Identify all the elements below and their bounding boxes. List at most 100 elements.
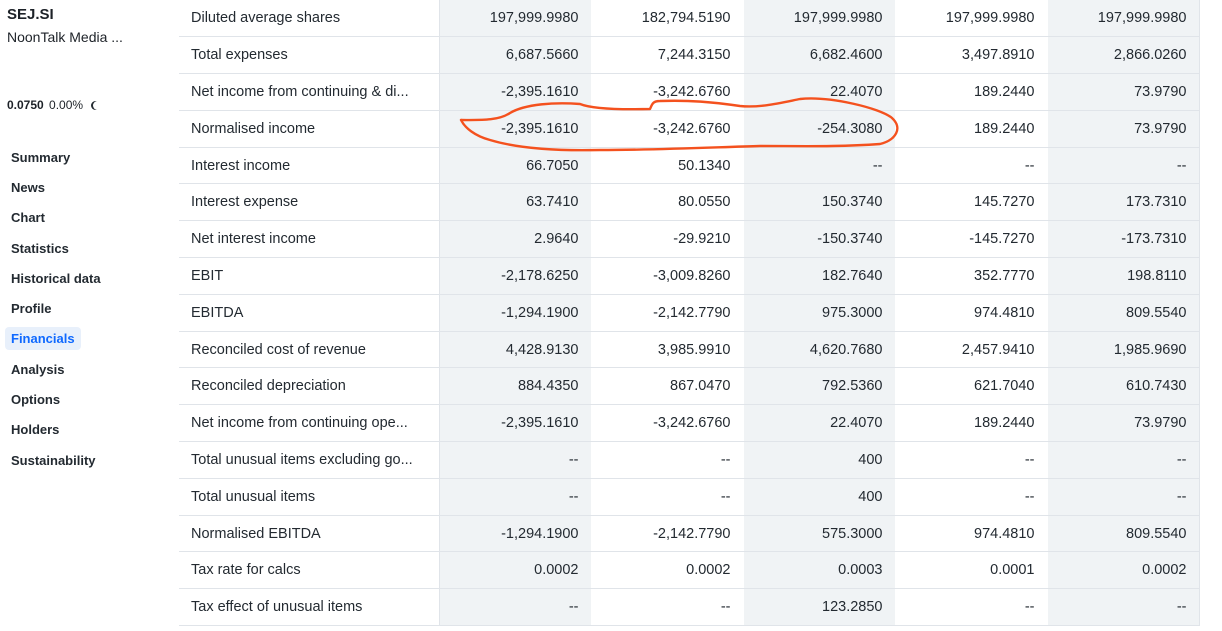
- table-cell: -29.9210: [591, 220, 744, 259]
- table-cell: -2,395.1610: [439, 404, 592, 443]
- row-label: Net income from continuing & di...: [179, 73, 440, 111]
- table-cell: 884.4350: [439, 367, 592, 406]
- table-row: Total unusual items -- -- 400 -- --: [179, 478, 1200, 516]
- table-cell: -3,009.8260: [591, 257, 744, 295]
- sidebar-item-statistics[interactable]: Statistics: [5, 233, 107, 263]
- table-cell: 50.1340: [591, 147, 744, 185]
- table-cell: 974.4810: [895, 294, 1048, 332]
- table-cell: 73.9790: [1047, 404, 1200, 443]
- sidebar-item-profile[interactable]: Profile: [5, 293, 107, 323]
- table-cell: -3,242.6760: [591, 73, 744, 111]
- table-cell: --: [895, 147, 1048, 185]
- row-label: Net income from continuing ope...: [179, 404, 440, 443]
- table-cell: 197,999.9980: [895, 0, 1048, 38]
- row-label: Tax rate for calcs: [179, 551, 440, 590]
- table-cell: --: [1047, 147, 1200, 185]
- table-cell: -145.7270: [895, 220, 1048, 259]
- table-row: Normalised EBITDA -1,294.1900 -2,142.7790 5…: [179, 515, 1200, 553]
- table-cell: 4,428.9130: [439, 331, 592, 369]
- sidebar-item-label: News: [11, 179, 45, 195]
- table-cell: 400: [743, 478, 896, 516]
- table-cell: 189.2440: [895, 73, 1048, 111]
- table-row: EBITDA -1,294.1900 -2,142.7790 975.3000 974.…: [179, 294, 1200, 332]
- table-row: Interest income 66.7050 50.1340 -- -- --: [179, 147, 1200, 185]
- table-cell: 198.8110: [1047, 257, 1200, 295]
- table-cell: --: [439, 441, 592, 479]
- quote-line: 0.0750 0.00%: [7, 98, 102, 112]
- table-cell: 189.2440: [895, 404, 1048, 443]
- table-cell: 123.2850: [743, 588, 896, 627]
- table-cell: -2,395.1610: [439, 73, 592, 111]
- table-cell: 6,682.4600: [743, 36, 896, 75]
- sidebar-item-sustainability[interactable]: Sustainability: [5, 445, 107, 475]
- table-cell: -150.3740: [743, 220, 896, 259]
- sidebar-item-options[interactable]: Options: [5, 384, 107, 414]
- table-cell: --: [895, 588, 1048, 627]
- table-cell: 80.0550: [591, 183, 744, 222]
- table-cell: 197,999.9980: [439, 0, 592, 38]
- sidebar-item-label: Analysis: [11, 361, 65, 377]
- table-cell: --: [895, 441, 1048, 479]
- table-cell: 73.9790: [1047, 73, 1200, 111]
- sidebar-item-label: Options: [11, 392, 61, 408]
- table-cell: -2,178.6250: [439, 257, 592, 295]
- sidebar-item-label: Summary: [11, 149, 71, 165]
- table-cell: -3,242.6760: [591, 110, 744, 148]
- table-cell: -1,294.1900: [439, 515, 592, 553]
- table-cell: -2,395.1610: [439, 110, 592, 148]
- change-percent: 0.00%: [49, 98, 84, 112]
- sidebar-item-financials[interactable]: Financials: [5, 324, 107, 354]
- ticker-symbol: SEJ.SI: [7, 6, 54, 23]
- row-label: Diluted average shares: [179, 0, 440, 38]
- table-row: Reconciled depreciation 884.4350 867.0470 7…: [179, 367, 1200, 406]
- table-cell: 974.4810: [895, 515, 1048, 553]
- table-cell: 575.3000: [743, 515, 896, 553]
- table-row: Net interest income 2.9640 -29.9210 -150.37…: [179, 220, 1200, 259]
- table-cell: --: [1047, 478, 1200, 516]
- table-cell: 6,687.5660: [439, 36, 592, 75]
- sidebar-item-label: Sustainability: [11, 452, 96, 468]
- table-row: Interest expense 63.7410 80.0550 150.3740 14…: [179, 183, 1200, 222]
- sidebar-item-historical-data[interactable]: Historical data: [5, 263, 107, 293]
- sidebar-item-label: Financials: [5, 327, 81, 351]
- table-row: Net income from continuing & di... -2,395…: [179, 73, 1200, 111]
- sidebar-item-news[interactable]: News: [5, 172, 107, 202]
- table-cell: 22.4070: [743, 73, 896, 111]
- row-label: Tax effect of unusual items: [179, 588, 440, 627]
- table-row: Tax effect of unusual items -- -- 123.2850-…: [179, 588, 1200, 627]
- table-cell: 400: [743, 441, 896, 479]
- sidebar-item-holders[interactable]: Holders: [5, 415, 107, 445]
- table-cell: 3,985.9910: [591, 331, 744, 369]
- price-value: 0.0750: [7, 98, 44, 112]
- sidebar-item-chart[interactable]: Chart: [5, 203, 107, 233]
- table-cell: 63.7410: [439, 183, 592, 222]
- table-cell: 66.7050: [439, 147, 592, 185]
- table-cell: 189.2440: [895, 110, 1048, 148]
- table-cell: 610.7430: [1047, 367, 1200, 406]
- table-cell: 2.9640: [439, 220, 592, 259]
- sidebar-item-summary[interactable]: Summary: [5, 142, 107, 172]
- row-label: Interest expense: [179, 183, 440, 222]
- row-label: Normalised EBITDA: [179, 515, 440, 553]
- table-cell: --: [591, 588, 744, 627]
- moon-icon: [93, 101, 102, 110]
- table-row: Normalised income -2,395.1610 -3,242.6760-…: [179, 110, 1200, 148]
- row-label: Net interest income: [179, 220, 440, 259]
- row-label: EBIT: [179, 257, 440, 295]
- table-cell: 7,244.3150: [591, 36, 744, 75]
- sidebar-item-analysis[interactable]: Analysis: [5, 354, 107, 384]
- sidebar-item-label: Historical data: [11, 270, 101, 286]
- table-row: Total expenses 6,687.5660 7,244.3150 6,682.…: [179, 36, 1200, 75]
- table-row: EBIT -2,178.6250 -3,009.8260 182.7640 352.77…: [179, 257, 1200, 295]
- table-cell: 182,794.5190: [591, 0, 744, 38]
- table-cell: 0.0002: [1047, 551, 1200, 590]
- table-cell: --: [439, 478, 592, 516]
- table-cell: 182.7640: [743, 257, 896, 295]
- row-label: EBITDA: [179, 294, 440, 332]
- table-cell: 975.3000: [743, 294, 896, 332]
- row-label: Reconciled cost of revenue: [179, 331, 440, 369]
- table-cell: 197,999.9980: [1047, 0, 1200, 38]
- table-cell: 0.0003: [743, 551, 896, 590]
- table-cell: --: [1047, 441, 1200, 479]
- company-name: NoonTalk Media ...: [7, 29, 123, 45]
